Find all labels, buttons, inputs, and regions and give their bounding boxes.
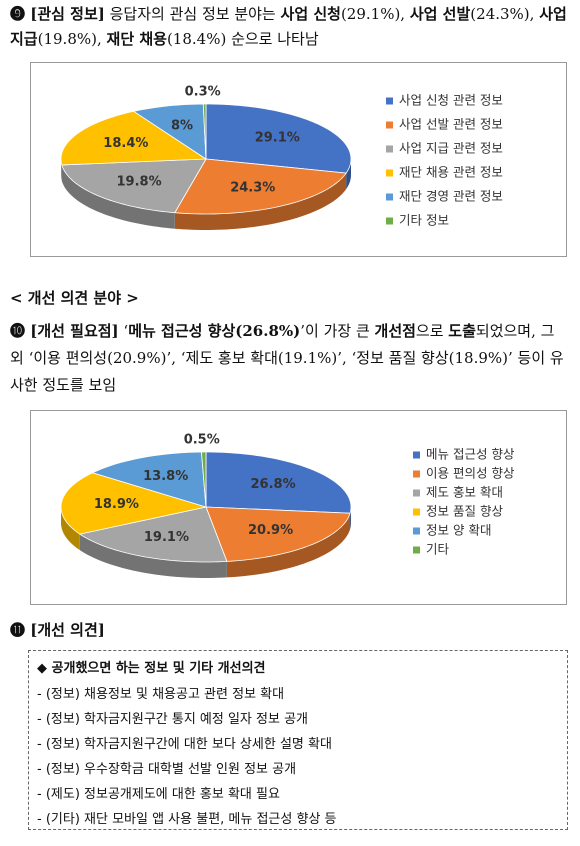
data-label: 0.5%	[184, 433, 220, 448]
slice	[174, 158, 347, 215]
slice-side	[226, 513, 351, 578]
pie-chart: 29.1% 24.3% 19.8% 18.4% 8% 0.3% 사업 신청 관련 정보사업 …	[30, 62, 567, 257]
paragraph: ❿ [개선 필요점] ‘메뉴 접근성 향상(26.8%)’이 가장 큰 개선점으…	[10, 318, 570, 399]
legend-swatch	[386, 145, 393, 153]
data-label: 20.9%	[248, 523, 293, 538]
text: 으로	[415, 322, 449, 340]
data-label: 26.8%	[251, 477, 296, 492]
slice	[205, 451, 352, 514]
slice	[201, 451, 207, 508]
legend-swatch	[386, 217, 393, 225]
item: - (제도) 정보공개제도에 대한 홍보 확대 필요	[37, 787, 280, 802]
legend-label: 이용 편의성 향상	[426, 466, 515, 481]
slice-side	[174, 173, 347, 230]
text: 사업 선발	[409, 5, 471, 23]
text: (18.4%) 순으로 나타남	[166, 30, 319, 48]
legend-swatch	[413, 451, 420, 459]
text: 메뉴 접근성 향상(26.8%)	[128, 322, 301, 340]
paragraph: ❾ [관심 정보] 응답자의 관심 정보 분야는 사업 신청(29.1%), 사…	[10, 2, 570, 52]
slice	[60, 110, 208, 166]
text: (19.8%),	[37, 30, 107, 48]
data-label: 19.8%	[117, 174, 162, 189]
item: - (정보) 학자금지원구간 통지 예정 일자 정보 공개	[37, 712, 309, 727]
number: ❿	[10, 322, 31, 340]
legend-swatch	[413, 508, 420, 516]
slice	[91, 451, 207, 508]
box-title: ◆ 공개했으면 하는 정보 및 기타 개선의견	[37, 661, 266, 676]
text: 재단 채용	[106, 30, 167, 48]
text: 되었으며, 그 외 ‘이용 편의성(20.9%)’, ‘제도 홍보 확대(19.…	[10, 322, 564, 394]
data-label: 0.3%	[185, 85, 221, 100]
item: - (기타) 재단 모바일 앱 사용 불편, 메뉴 접근성 향상 등	[37, 812, 337, 827]
legend-swatch	[386, 121, 393, 129]
slice-side	[61, 164, 175, 229]
legend-swatch	[413, 527, 420, 535]
legend-swatch	[386, 169, 393, 177]
data-label: 8%	[171, 119, 193, 134]
text: 도출	[448, 322, 476, 340]
legend-swatch	[413, 546, 420, 554]
legend-label: 제도 홍보 확대	[426, 485, 503, 500]
slice	[205, 103, 352, 174]
legend-swatch	[413, 470, 420, 478]
text: 사업 신청	[280, 5, 341, 23]
text: (29.1%),	[340, 5, 410, 23]
item: - (정보) 학자금지원구간에 대한 보다 상세한 설명 확대	[37, 737, 332, 752]
legend-label: 정보 품질 향상	[426, 504, 503, 519]
data-label: 29.1%	[255, 131, 300, 146]
text: 개선점	[374, 322, 416, 340]
legend-label: 기타	[426, 542, 450, 557]
slice	[60, 472, 207, 535]
legend-label: 정보 양 확대	[426, 523, 491, 538]
legend-label: 기타 정보	[399, 213, 449, 228]
legend-label: 메뉴 접근성 향상	[426, 447, 515, 462]
legend-label: 사업 신청 관련 정보	[399, 93, 503, 108]
text: ’이 가장 큰	[300, 322, 375, 340]
text: 사업 지급	[10, 5, 567, 48]
data-label: 18.4%	[103, 136, 148, 151]
data-label: 24.3%	[230, 181, 275, 196]
pie-chart: 26.8% 20.9% 19.1% 18.9% 13.8% 0.5% 메뉴 접근성 향상이용…	[30, 410, 567, 605]
text: [개선 필요점]	[30, 322, 119, 340]
legend-label: 재단 채용 관련 정보	[399, 165, 503, 180]
legend-swatch	[413, 489, 420, 497]
slice	[78, 506, 228, 563]
slice	[61, 158, 207, 214]
text: ‘	[118, 322, 129, 340]
data-label: 19.1%	[144, 530, 189, 545]
item: - (정보) 우수장학금 대학별 선발 인원 정보 공개	[37, 762, 297, 777]
section-heading: < 개선 의견 분야 >	[10, 289, 139, 307]
text: (24.3%),	[470, 5, 540, 23]
legend-label: 사업 지급 관련 정보	[399, 141, 503, 156]
slice	[132, 103, 207, 160]
legend-swatch	[386, 97, 393, 105]
legend-swatch	[386, 193, 393, 201]
data-label: 18.9%	[94, 497, 139, 512]
slice-side	[61, 507, 80, 551]
item: - (정보) 채용정보 및 채용공고 관련 정보 확대	[37, 687, 285, 702]
slice	[205, 506, 351, 562]
legend-label: 재단 경영 관련 정보	[399, 189, 503, 204]
slice	[202, 103, 207, 160]
data-label: 13.8%	[143, 469, 188, 484]
slice-side	[79, 534, 227, 578]
opinion-box: ◆ 공개했으면 하는 정보 및 기타 개선의견 - (정보) 채용정보 및 채용…	[28, 650, 568, 830]
legend-label: 사업 선발 관련 정보	[399, 117, 503, 132]
text: 응답자의 관심 정보 분야는	[104, 5, 281, 23]
section-heading: ⓫ [개선 의견]	[10, 621, 105, 639]
text: [관심 정보]	[30, 5, 105, 23]
number: ❾	[10, 5, 31, 23]
